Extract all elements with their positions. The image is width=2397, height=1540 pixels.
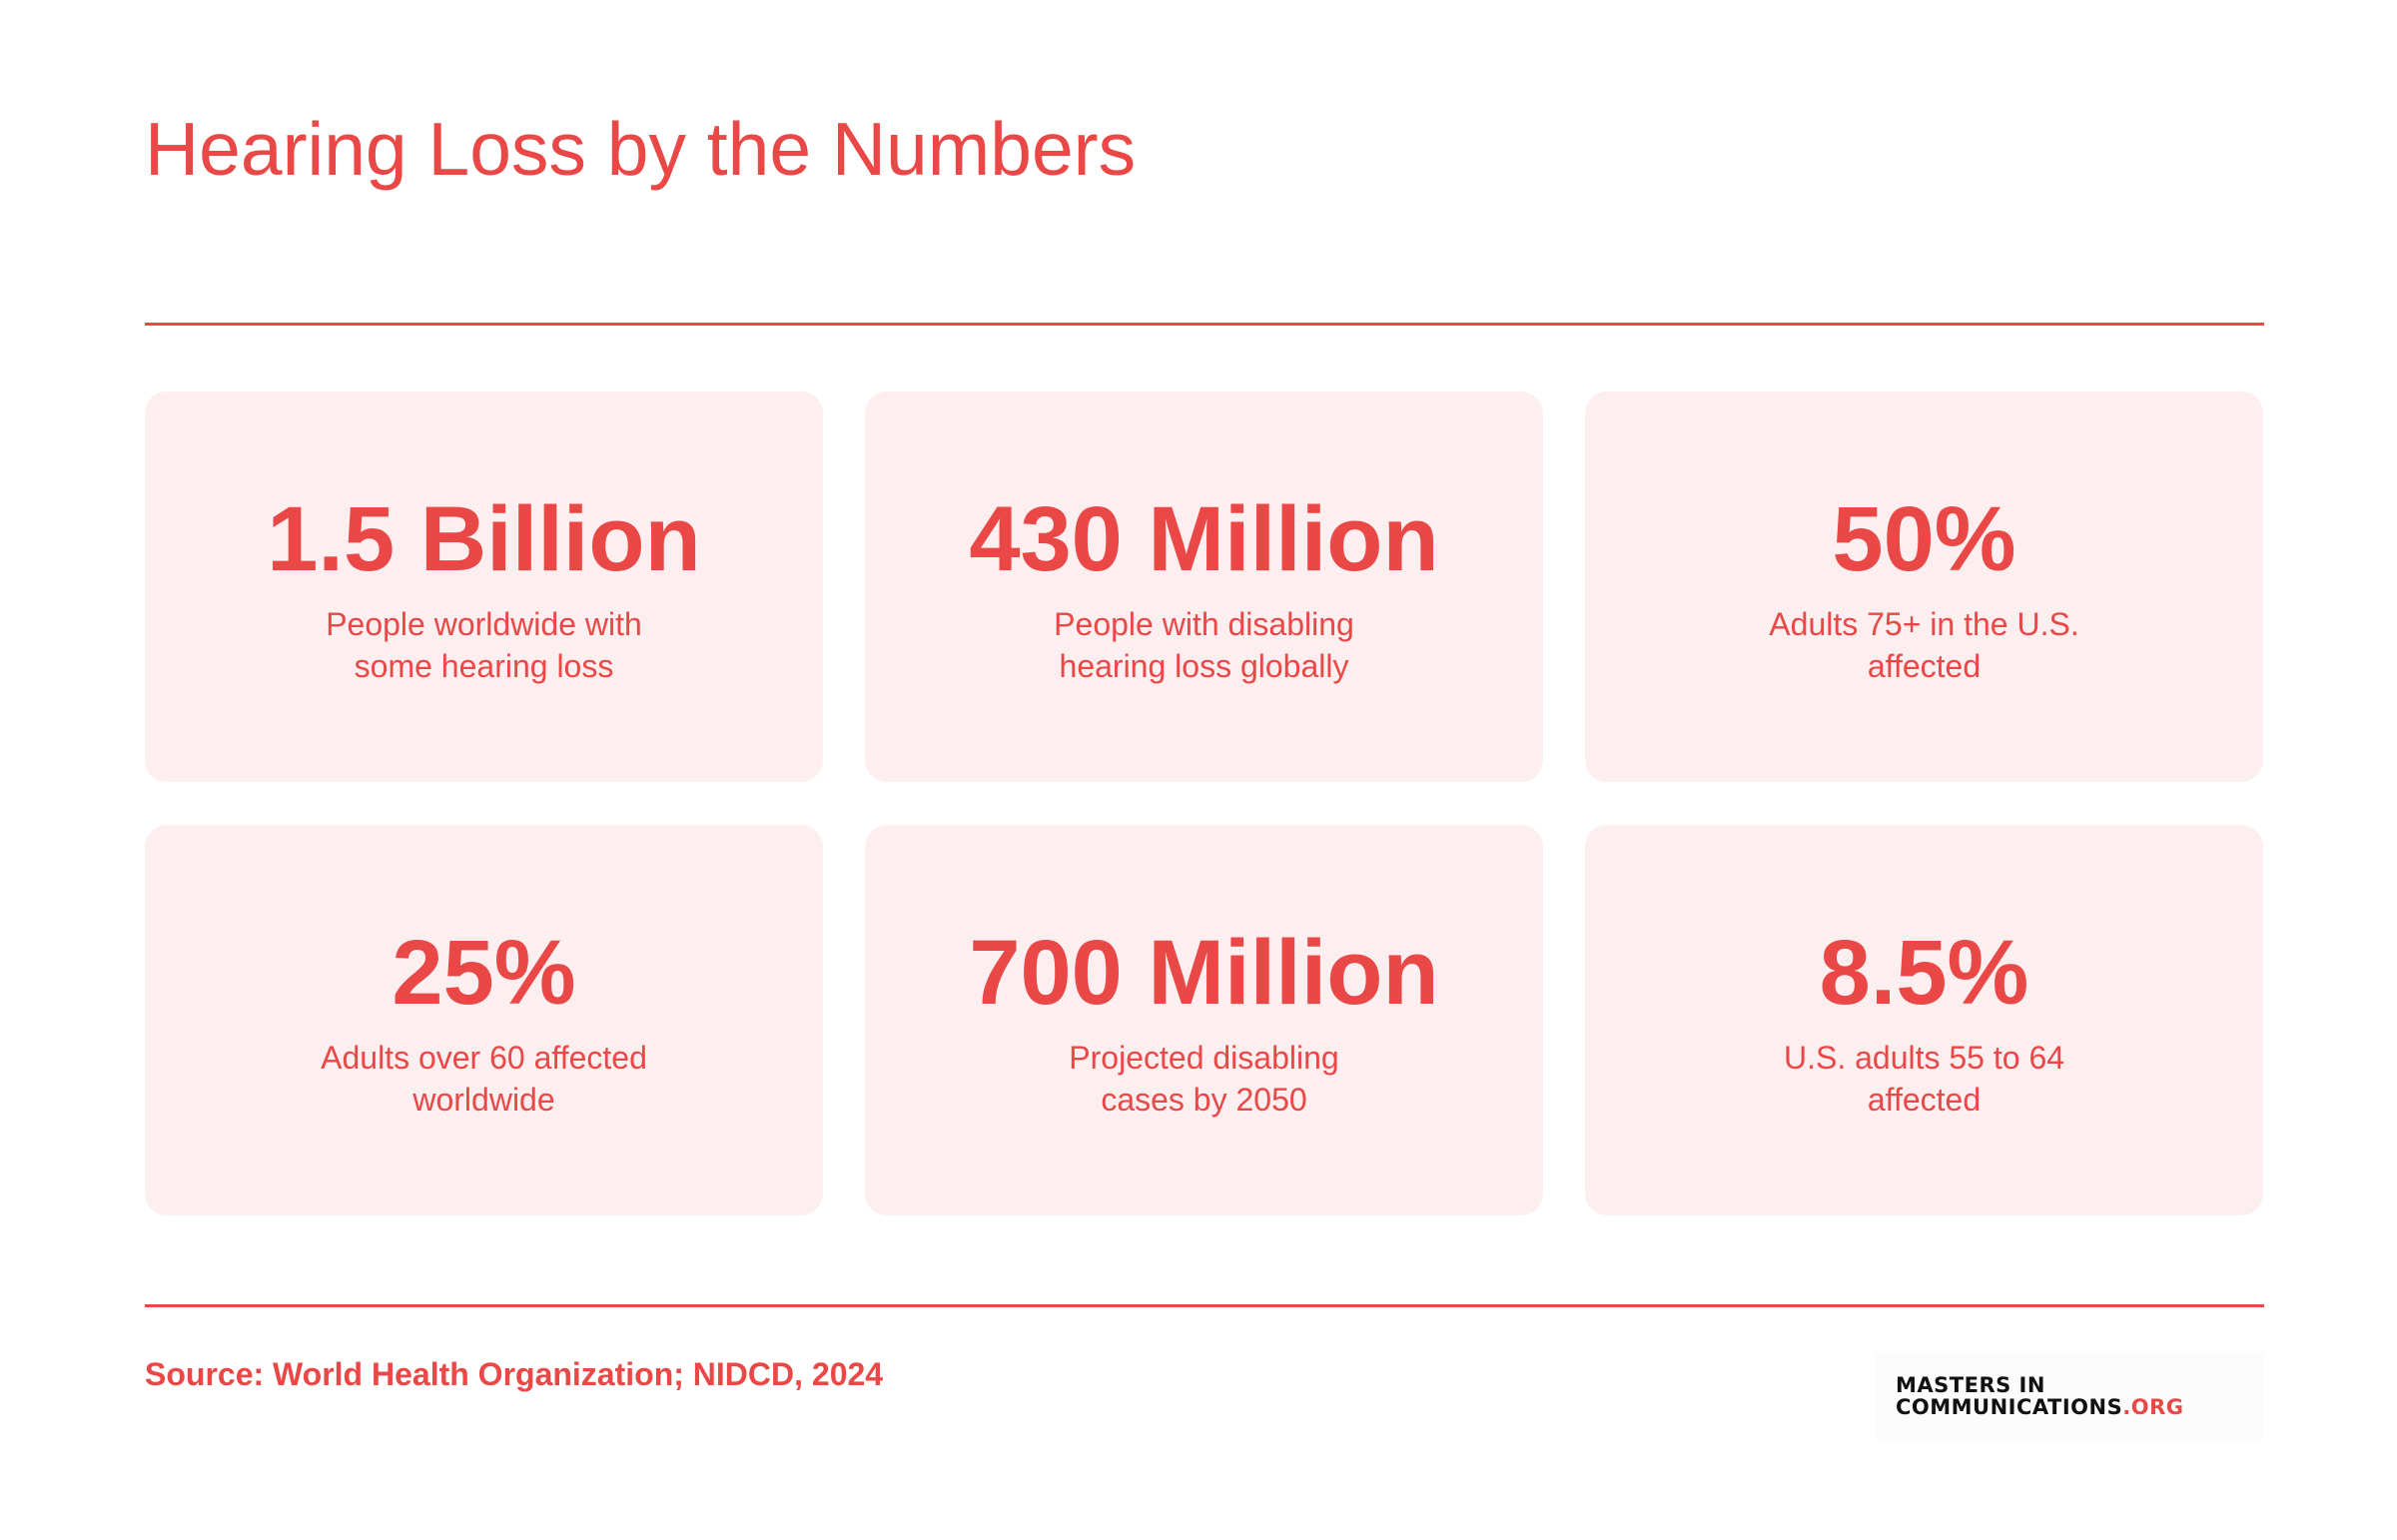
stats-grid: 1.5 Billion People worldwide with some h… (145, 391, 2264, 1215)
stat-card: 8.5% U.S. adults 55 to 64 affected (1585, 825, 2263, 1215)
top-divider (145, 323, 2264, 326)
stat-card: 50% Adults 75+ in the U.S. affected (1585, 391, 2263, 782)
source-citation: Source: World Health Organization; NIDCD… (145, 1356, 884, 1392)
stat-value: 700 Million (969, 921, 1439, 1024)
stat-card: 700 Million Projected disabling cases by… (865, 825, 1543, 1215)
stat-value: 8.5% (1819, 921, 2029, 1024)
stat-card: 1.5 Billion People worldwide with some h… (145, 391, 823, 782)
stat-description: Adults over 60 affected worldwide (321, 1039, 647, 1118)
stat-value: 1.5 Billion (267, 487, 701, 590)
stat-value: 50% (1832, 487, 2016, 590)
logo-word: COMMUNICATIONS (1896, 1395, 2123, 1419)
page-title: Hearing Loss by the Numbers (145, 107, 1137, 191)
stat-value: 430 Million (969, 487, 1439, 590)
stat-description: U.S. adults 55 to 64 affected (1783, 1039, 2065, 1118)
stat-description: People worldwide with some hearing loss (326, 605, 642, 684)
logo-line-2: COMMUNICATIONS.ORG (1896, 1396, 2263, 1418)
stat-description: Projected disabling cases by 2050 (1069, 1039, 1339, 1118)
stat-card: 430 Million People with disabling hearin… (865, 391, 1543, 782)
stat-description: Adults 75+ in the U.S. affected (1769, 605, 2079, 684)
stat-value: 25% (392, 921, 576, 1024)
stat-description: People with disabling hearing loss globa… (1054, 605, 1354, 684)
bottom-divider (145, 1304, 2264, 1307)
brand-logo: MASTERS IN COMMUNICATIONS.ORG (1876, 1352, 2263, 1440)
stat-card: 25% Adults over 60 affected worldwide (145, 825, 823, 1215)
logo-suffix: .ORG (2122, 1395, 2184, 1419)
logo-line-1: MASTERS IN (1896, 1373, 2045, 1397)
